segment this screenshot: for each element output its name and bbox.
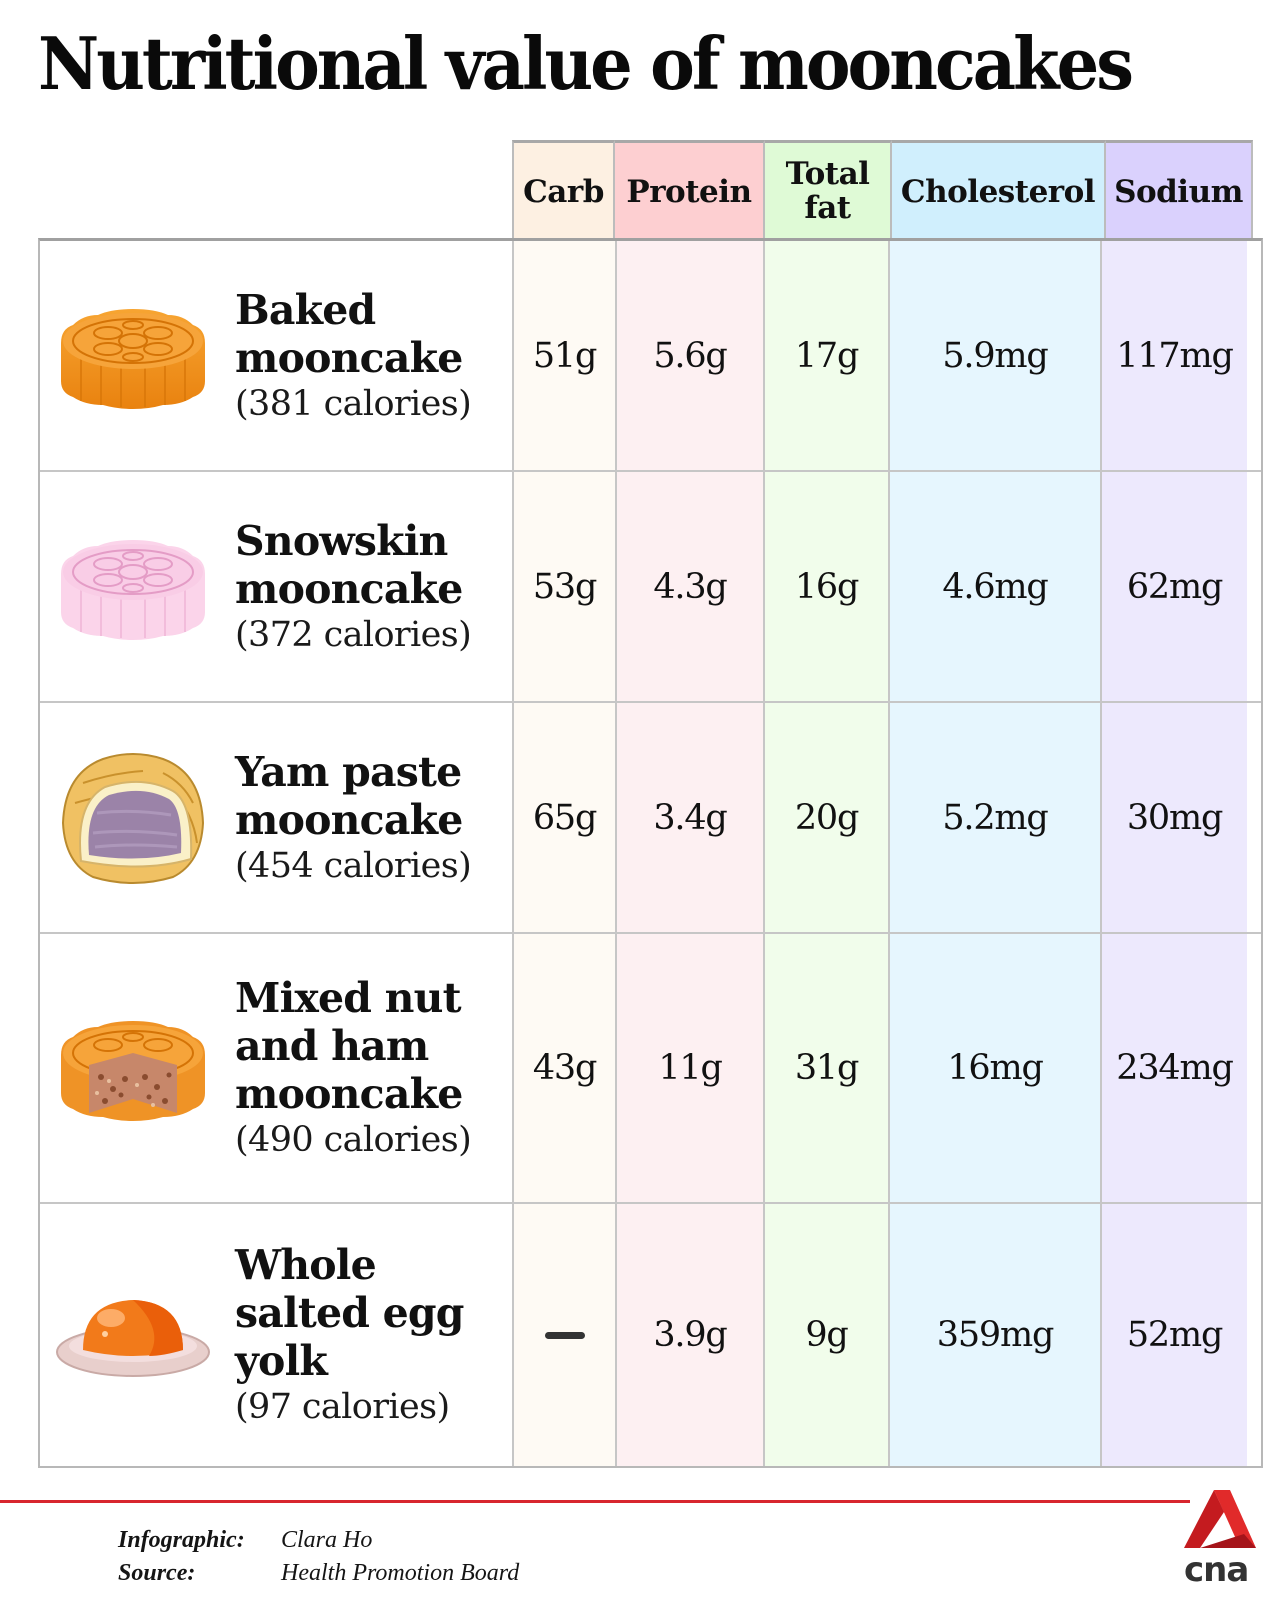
item-calories: (97 calories) bbox=[235, 1387, 450, 1427]
source-name: Health Promotion Board bbox=[281, 1560, 520, 1586]
nutrition-table: Baked mooncake (381 calories) 51g 5.6g 1… bbox=[38, 238, 1263, 1468]
cholesterol-value: 5.2mg bbox=[888, 703, 1100, 932]
infographic-credit: Infographic: Clara Ho bbox=[118, 1524, 519, 1557]
sodium-value: 234mg bbox=[1100, 934, 1247, 1202]
item-calories: (372 calories) bbox=[235, 614, 472, 655]
cna-logo-text: cna bbox=[1184, 1550, 1249, 1590]
table-row: Snowskin mooncake (372 calories) 53g 4.3… bbox=[40, 472, 1261, 703]
item-name: Whole bbox=[235, 1241, 377, 1289]
column-header-total-fat: Total fat bbox=[765, 140, 892, 238]
source-label: Source: bbox=[118, 1560, 196, 1586]
source-credit: Source: Health Promotion Board bbox=[118, 1557, 519, 1590]
not-applicable-dash-icon bbox=[544, 1331, 585, 1339]
item-name: mooncake bbox=[235, 333, 463, 382]
table-row: Yam paste mooncake (454 calories) 65g 3.… bbox=[40, 703, 1261, 934]
carb-value: 65g bbox=[512, 703, 615, 932]
infographic-author: Clara Ho bbox=[281, 1527, 373, 1553]
table-header: Carb Protein Total fat Cholesterol Sodiu… bbox=[512, 140, 1253, 238]
sodium-value: 30mg bbox=[1100, 703, 1247, 932]
sodium-value: 52mg bbox=[1100, 1204, 1247, 1466]
cna-logo-icon bbox=[1184, 1490, 1256, 1548]
item-calories: (454 calories) bbox=[235, 845, 472, 886]
item-calories: (381 calories) bbox=[235, 383, 472, 424]
column-header-protein: Protein bbox=[615, 140, 765, 238]
item-name-block: Snowskin mooncake (372 calories) bbox=[215, 516, 472, 657]
salted-egg-yolk-icon bbox=[40, 1280, 215, 1390]
carb-value: 51g bbox=[512, 241, 615, 470]
item-name-block: Mixed nut and ham mooncake (490 calories… bbox=[215, 974, 472, 1162]
item-name: Snowskin bbox=[235, 516, 448, 565]
item-name: Yam paste bbox=[235, 747, 462, 796]
item-label-cell: Baked mooncake (381 calories) bbox=[40, 241, 512, 470]
sodium-value: 117mg bbox=[1100, 241, 1247, 470]
total-fat-value: 20g bbox=[763, 703, 888, 932]
item-label-cell: Whole salted egg yolk (97 calories) bbox=[40, 1204, 512, 1466]
total-fat-value: 9g bbox=[763, 1204, 888, 1466]
carb-value: 53g bbox=[512, 472, 615, 701]
item-name: Mixed nut bbox=[235, 974, 462, 1022]
cholesterol-value: 4.6mg bbox=[888, 472, 1100, 701]
protein-value: 3.9g bbox=[615, 1204, 763, 1466]
item-name-block: Yam paste mooncake (454 calories) bbox=[215, 747, 472, 888]
table-row: Whole salted egg yolk (97 calories) 3.9g… bbox=[40, 1204, 1261, 1466]
item-name-block: Whole salted egg yolk (97 calories) bbox=[215, 1241, 464, 1429]
footer-divider bbox=[0, 1500, 1190, 1503]
item-name: and ham bbox=[235, 1022, 429, 1070]
snowskin-mooncake-icon bbox=[40, 532, 215, 642]
total-fat-value: 31g bbox=[763, 934, 888, 1202]
table-row: Mixed nut and ham mooncake (490 calories… bbox=[40, 934, 1261, 1204]
item-name: mooncake bbox=[235, 795, 463, 844]
item-label-cell: Yam paste mooncake (454 calories) bbox=[40, 703, 512, 932]
protein-value: 5.6g bbox=[615, 241, 763, 470]
yam-paste-mooncake-icon bbox=[40, 743, 215, 893]
protein-value: 11g bbox=[615, 934, 763, 1202]
baked-mooncake-icon bbox=[40, 301, 215, 411]
table-row: Baked mooncake (381 calories) 51g 5.6g 1… bbox=[40, 241, 1261, 472]
item-calories: (490 calories) bbox=[235, 1120, 472, 1160]
column-header-cholesterol: Cholesterol bbox=[892, 140, 1106, 238]
item-name: mooncake bbox=[235, 564, 463, 613]
credits: Infographic: Clara Ho Source: Health Promo… bbox=[118, 1524, 519, 1590]
sodium-value: 62mg bbox=[1100, 472, 1247, 701]
protein-value: 4.3g bbox=[615, 472, 763, 701]
item-name: yolk bbox=[235, 1337, 328, 1385]
total-fat-value: 16g bbox=[763, 472, 888, 701]
column-header-sodium: Sodium bbox=[1106, 140, 1253, 238]
item-name: mooncake bbox=[235, 1070, 463, 1118]
item-name: Baked bbox=[235, 285, 376, 334]
total-fat-value: 17g bbox=[763, 241, 888, 470]
item-label-cell: Mixed nut and ham mooncake (490 calories… bbox=[40, 934, 512, 1202]
carb-value bbox=[512, 1204, 615, 1466]
cholesterol-value: 16mg bbox=[888, 934, 1100, 1202]
item-name-block: Baked mooncake (381 calories) bbox=[215, 285, 472, 426]
item-name: salted egg bbox=[235, 1289, 464, 1337]
item-label-cell: Snowskin mooncake (372 calories) bbox=[40, 472, 512, 701]
page-title: Nutritional value of mooncakes bbox=[38, 21, 1134, 106]
cholesterol-value: 359mg bbox=[888, 1204, 1100, 1466]
mixed-nut-mooncake-icon bbox=[40, 1013, 215, 1123]
protein-value: 3.4g bbox=[615, 703, 763, 932]
infographic-label: Infographic: bbox=[118, 1527, 245, 1553]
carb-value: 43g bbox=[512, 934, 615, 1202]
column-header-carb: Carb bbox=[512, 140, 615, 238]
cholesterol-value: 5.9mg bbox=[888, 241, 1100, 470]
